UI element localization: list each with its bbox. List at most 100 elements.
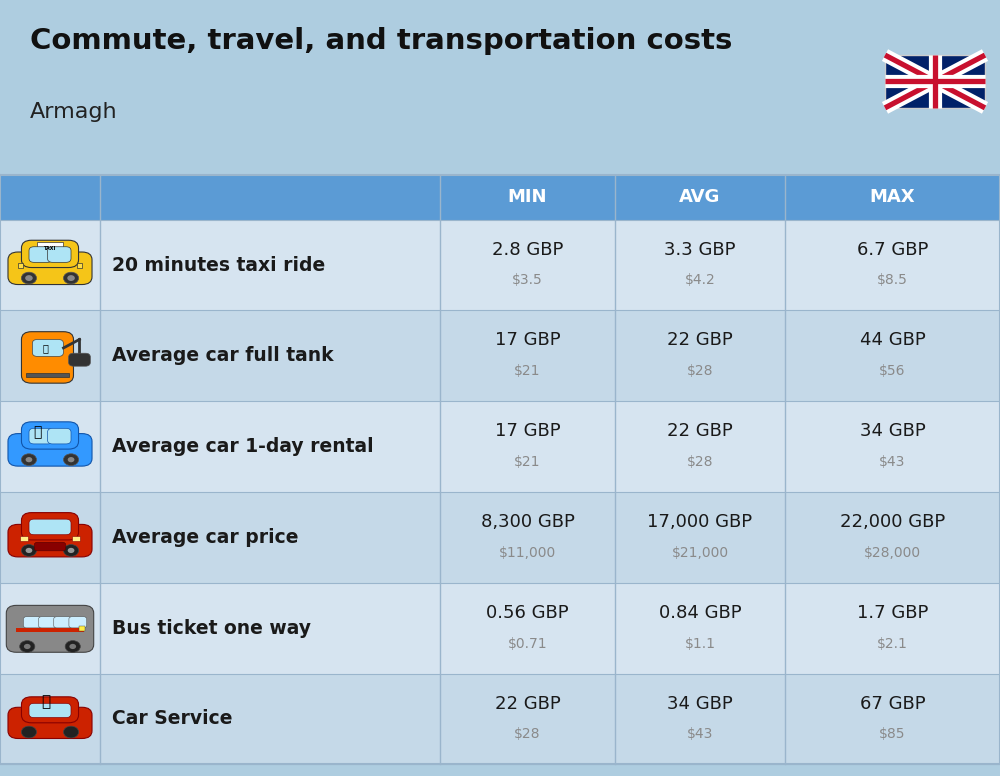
Bar xyxy=(20,536,28,541)
Text: 1.7 GBP: 1.7 GBP xyxy=(857,604,928,622)
Text: 17 GBP: 17 GBP xyxy=(495,422,560,440)
Text: $4.2: $4.2 xyxy=(685,273,715,287)
Circle shape xyxy=(67,275,75,281)
Circle shape xyxy=(26,548,32,553)
Text: MIN: MIN xyxy=(508,188,547,206)
Circle shape xyxy=(21,454,37,466)
Text: 2.8 GBP: 2.8 GBP xyxy=(492,241,563,258)
Circle shape xyxy=(69,644,76,649)
Text: 6.7 GBP: 6.7 GBP xyxy=(857,241,928,258)
FancyBboxPatch shape xyxy=(0,401,1000,492)
Text: 0.84 GBP: 0.84 GBP xyxy=(659,604,741,622)
Text: 17,000 GBP: 17,000 GBP xyxy=(647,513,753,531)
FancyBboxPatch shape xyxy=(39,617,56,628)
Circle shape xyxy=(68,457,74,462)
Circle shape xyxy=(26,457,32,462)
Bar xyxy=(18,263,23,268)
Circle shape xyxy=(21,726,37,738)
Text: 67 GBP: 67 GBP xyxy=(860,695,925,712)
Text: $56: $56 xyxy=(879,364,906,378)
FancyBboxPatch shape xyxy=(21,331,73,383)
Text: $28: $28 xyxy=(687,455,713,469)
Text: Average car 1-day rental: Average car 1-day rental xyxy=(112,437,374,456)
FancyBboxPatch shape xyxy=(48,247,71,262)
Bar xyxy=(77,263,82,268)
Circle shape xyxy=(63,272,79,284)
FancyBboxPatch shape xyxy=(0,310,1000,401)
FancyBboxPatch shape xyxy=(0,583,1000,674)
FancyBboxPatch shape xyxy=(885,55,985,108)
Text: $2.1: $2.1 xyxy=(877,636,908,650)
FancyBboxPatch shape xyxy=(21,422,79,449)
Text: 34 GBP: 34 GBP xyxy=(667,695,733,712)
Text: $0.71: $0.71 xyxy=(508,636,547,650)
FancyBboxPatch shape xyxy=(32,339,63,356)
Circle shape xyxy=(68,548,74,553)
Text: $28: $28 xyxy=(687,364,713,378)
Text: MAX: MAX xyxy=(870,188,915,206)
Text: 22,000 GBP: 22,000 GBP xyxy=(840,513,945,531)
FancyBboxPatch shape xyxy=(69,617,87,628)
Bar xyxy=(72,536,80,541)
Text: Commute, travel, and transportation costs: Commute, travel, and transportation cost… xyxy=(30,27,732,55)
FancyBboxPatch shape xyxy=(29,428,52,444)
Text: Average car price: Average car price xyxy=(112,528,298,547)
Text: TAXI: TAXI xyxy=(44,245,56,251)
Circle shape xyxy=(25,275,33,281)
FancyBboxPatch shape xyxy=(21,513,79,540)
Text: $11,000: $11,000 xyxy=(499,546,556,559)
FancyBboxPatch shape xyxy=(21,697,79,722)
FancyBboxPatch shape xyxy=(8,252,92,285)
FancyBboxPatch shape xyxy=(34,542,66,551)
Text: Average car full tank: Average car full tank xyxy=(112,346,334,365)
Bar xyxy=(79,626,85,632)
FancyBboxPatch shape xyxy=(0,175,1000,220)
Text: 0.56 GBP: 0.56 GBP xyxy=(486,604,569,622)
Circle shape xyxy=(63,454,79,466)
Text: 💧: 💧 xyxy=(43,343,49,353)
Text: 34 GBP: 34 GBP xyxy=(860,422,925,440)
FancyBboxPatch shape xyxy=(29,247,52,262)
Text: 20 minutes taxi ride: 20 minutes taxi ride xyxy=(112,255,325,275)
FancyBboxPatch shape xyxy=(6,605,94,653)
FancyBboxPatch shape xyxy=(0,492,1000,583)
Circle shape xyxy=(65,641,80,653)
FancyBboxPatch shape xyxy=(23,617,41,628)
Text: 22 GBP: 22 GBP xyxy=(495,695,560,712)
Circle shape xyxy=(63,545,79,556)
FancyBboxPatch shape xyxy=(21,241,79,268)
Text: 3.3 GBP: 3.3 GBP xyxy=(664,241,736,258)
Text: 44 GBP: 44 GBP xyxy=(860,331,925,349)
Text: Bus ticket one way: Bus ticket one way xyxy=(112,618,311,638)
Text: 22 GBP: 22 GBP xyxy=(667,422,733,440)
Text: $85: $85 xyxy=(879,727,906,741)
Text: $3.5: $3.5 xyxy=(512,273,543,287)
FancyBboxPatch shape xyxy=(69,353,90,366)
Text: 22 GBP: 22 GBP xyxy=(667,331,733,349)
Circle shape xyxy=(21,272,37,284)
Text: $43: $43 xyxy=(879,455,906,469)
FancyBboxPatch shape xyxy=(8,707,92,739)
Text: $21: $21 xyxy=(514,455,541,469)
Circle shape xyxy=(24,644,31,649)
Text: Armagh: Armagh xyxy=(30,102,118,123)
Text: 8,300 GBP: 8,300 GBP xyxy=(481,513,574,531)
FancyBboxPatch shape xyxy=(54,617,72,628)
Bar xyxy=(26,372,69,376)
Text: $43: $43 xyxy=(687,727,713,741)
Circle shape xyxy=(21,545,37,556)
Bar xyxy=(16,629,84,632)
Text: 17 GBP: 17 GBP xyxy=(495,331,560,349)
Text: $28,000: $28,000 xyxy=(864,546,921,559)
Text: $21: $21 xyxy=(514,364,541,378)
Text: $8.5: $8.5 xyxy=(877,273,908,287)
FancyBboxPatch shape xyxy=(8,525,92,557)
FancyBboxPatch shape xyxy=(0,674,1000,764)
Text: 🔧: 🔧 xyxy=(41,694,50,708)
Text: Car Service: Car Service xyxy=(112,709,232,729)
Text: $21,000: $21,000 xyxy=(671,546,729,559)
Text: $1.1: $1.1 xyxy=(684,636,716,650)
Circle shape xyxy=(20,641,35,653)
FancyBboxPatch shape xyxy=(37,241,63,255)
FancyBboxPatch shape xyxy=(0,220,1000,310)
